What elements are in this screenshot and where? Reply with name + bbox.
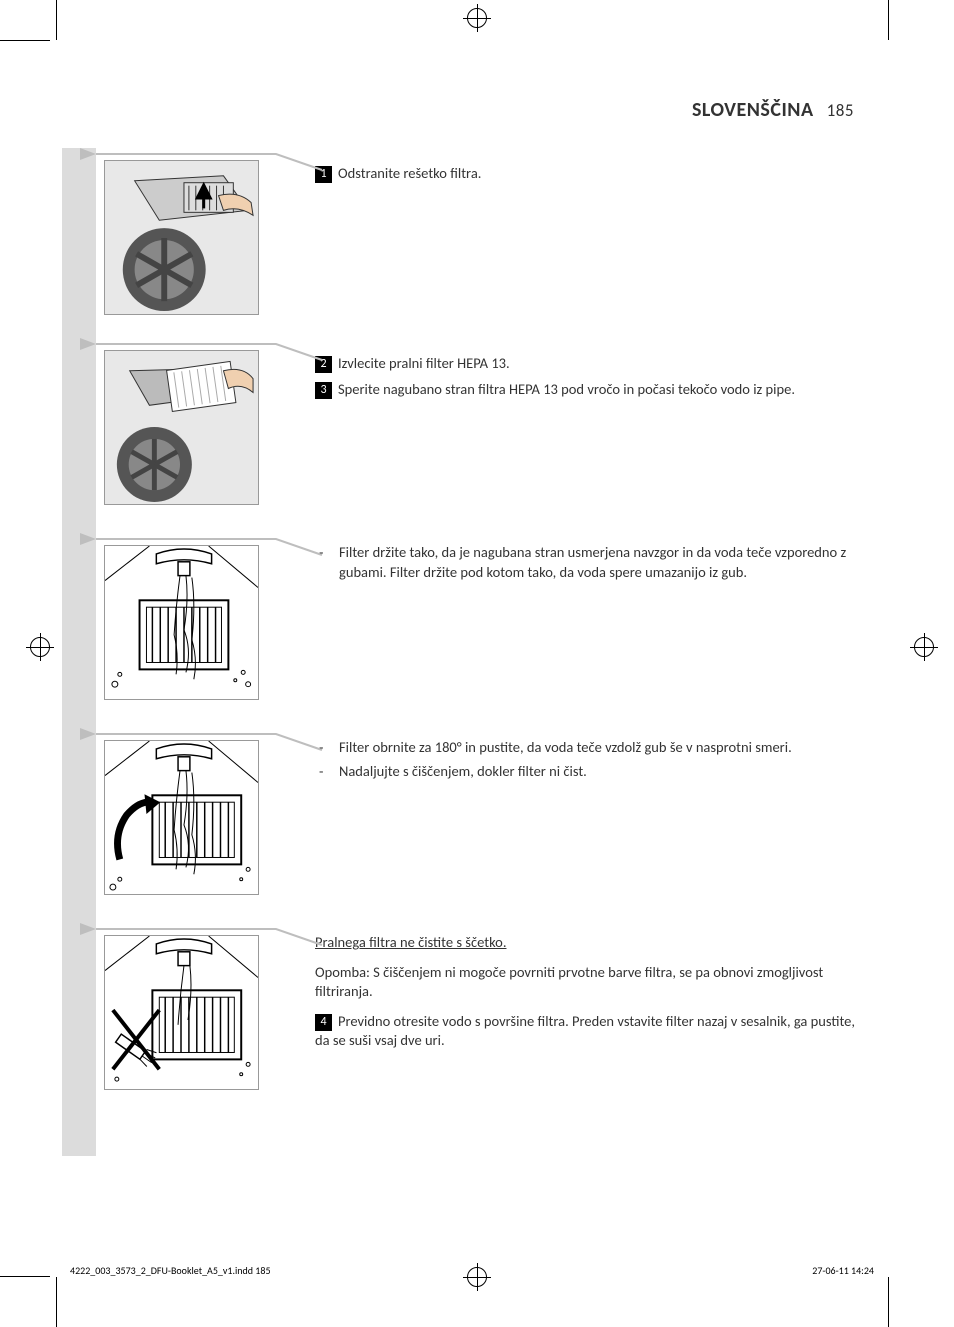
- callout-line: [96, 338, 322, 348]
- bullet-dash: -: [319, 543, 339, 582]
- bullet-text: Filter obrnite za 180° in pustite, da vo…: [339, 738, 869, 758]
- callout-line: [96, 533, 322, 543]
- step-number-badge: 4: [315, 1014, 332, 1031]
- callout-line: [96, 148, 322, 158]
- text-column: - Filter obrnite za 180° in pustite, da …: [315, 728, 869, 785]
- crop-mark: [56, 0, 57, 40]
- bullet-text: Filter držite tako, da je nagubana stran…: [339, 543, 869, 582]
- instruction-block: 2Izvlecite pralni filter HEPA 13. 3 Speri…: [62, 338, 869, 533]
- bullet-dash: -: [319, 738, 339, 758]
- crop-mark: [0, 1276, 50, 1277]
- page-footer: 4222_003_3573_2_DFU-Booklet_A5_v1.indd 1…: [70, 1264, 874, 1277]
- step: 2Izvlecite pralni filter HEPA 13.: [315, 354, 869, 374]
- illustration-pull-filter: [104, 350, 259, 505]
- text-column: - Filter držite tako, da je nagubana str…: [315, 533, 869, 586]
- step-text: Previdno otresite vodo s površine filtra…: [315, 1012, 855, 1050]
- registration-mark-icon: [30, 637, 50, 657]
- bullet-text: Nadaljujte s čiščenjem, dokler filter ni…: [339, 762, 869, 782]
- warning-text: Pralnega filtra ne čistite s ščetko.: [315, 933, 869, 953]
- callout-line: [96, 728, 322, 738]
- illustration-rotate-filter: [104, 740, 259, 895]
- content-area: 1Odstranite rešetko filtra.: [62, 148, 869, 1118]
- step-number-badge: 3: [315, 382, 332, 399]
- crop-mark: [0, 40, 50, 41]
- instruction-block: Pralnega filtra ne čistite s ščetko. Opo…: [62, 923, 869, 1118]
- crop-mark: [888, 0, 889, 40]
- footer-date: 27-06-11 14:24: [812, 1264, 874, 1277]
- step-text: Izvlecite pralni filter HEPA 13.: [338, 354, 510, 372]
- registration-mark-icon: [914, 637, 934, 657]
- callout-line: [96, 923, 322, 933]
- bullet-item: - Filter obrnite za 180° in pustite, da …: [315, 738, 869, 758]
- instruction-block: - Filter držite tako, da je nagubana str…: [62, 533, 869, 728]
- text-column: 1Odstranite rešetko filtra.: [315, 148, 869, 190]
- step-text: Sperite nagubano stran filtra HEPA 13 po…: [338, 380, 795, 398]
- note-text: Opomba: S čiščenjem ni mogoče povrniti p…: [315, 963, 869, 1002]
- bullet-item: - Filter držite tako, da je nagubana str…: [315, 543, 869, 582]
- step-text: Odstranite rešetko filtra.: [338, 164, 481, 182]
- crop-mark: [56, 1277, 57, 1327]
- step: 3 Sperite nagubano stran filtra HEPA 13 p…: [315, 380, 869, 400]
- registration-mark-icon: [467, 8, 487, 28]
- illustration-no-brush: [104, 935, 259, 1090]
- step: 1Odstranite rešetko filtra.: [315, 164, 869, 184]
- bullet-dash: -: [319, 762, 339, 782]
- page-number: 185: [827, 100, 854, 121]
- language-label: SLOVENŠČINA: [692, 98, 814, 122]
- instruction-block: 1Odstranite rešetko filtra.: [62, 148, 869, 338]
- illustration-remove-grille: [104, 160, 259, 315]
- illustration-rinse-filter: [104, 545, 259, 700]
- instruction-block: - Filter obrnite za 180° in pustite, da …: [62, 728, 869, 923]
- crop-mark: [888, 1277, 889, 1327]
- page-header: SLOVENŠČINA 185: [692, 98, 854, 122]
- step: 4Previdno otresite vodo s površine filtr…: [315, 1012, 869, 1051]
- text-column: Pralnega filtra ne čistite s ščetko. Opo…: [315, 923, 869, 1057]
- footer-file: 4222_003_3573_2_DFU-Booklet_A5_v1.indd 1…: [70, 1264, 271, 1277]
- text-column: 2Izvlecite pralni filter HEPA 13. 3 Speri…: [315, 338, 869, 405]
- bullet-item: - Nadaljujte s čiščenjem, dokler filter …: [315, 762, 869, 782]
